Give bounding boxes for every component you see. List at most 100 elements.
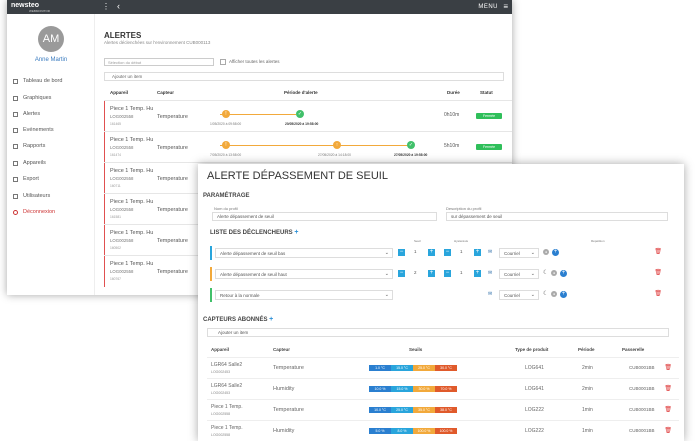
decrement-button[interactable]: − — [444, 270, 451, 277]
user-name[interactable]: Anne Martin — [34, 57, 68, 63]
col-duration[interactable]: Durée — [447, 90, 460, 95]
trigger-row[interactable]: Alerte dépassement de seuil bas ⌄ − 1 + −… — [210, 246, 666, 260]
contact-icon[interactable]: ● — [543, 249, 549, 255]
trash-icon[interactable]: 🗑 — [654, 291, 662, 297]
table-row[interactable]: Piece 1 Temp. LOG002558 Humidity 5.0 % 8… — [207, 420, 679, 441]
increment-button[interactable]: + — [474, 270, 481, 277]
increment-button[interactable]: + — [474, 249, 481, 256]
channel-value: Courriel — [504, 251, 520, 256]
contact-icon[interactable]: ● — [551, 291, 557, 297]
table-row[interactable]: Piece 1 Temp. Hu LOG002558 161474 Temper… — [104, 131, 512, 163]
table-row[interactable]: Piece 1 Temp. Hu LOG002558 160711 Temper… — [104, 162, 512, 194]
row-device: Piece 1 Temp. Hu — [110, 230, 154, 236]
page-subtitle: Alertes déclenchées sur l'environnement … — [104, 40, 211, 45]
threshold-value[interactable]: 2 — [414, 270, 417, 275]
trigger-select[interactable]: Alerte dépassement de seuil bas ⌄ — [215, 248, 393, 258]
moon-icon[interactable]: ☾ — [543, 291, 549, 297]
decrement-button[interactable]: − — [398, 249, 405, 256]
col-product[interactable]: Type de produit — [515, 347, 549, 352]
decrement-button[interactable]: − — [444, 249, 451, 256]
alert-raise-icon: ↑ — [333, 141, 341, 149]
threshold-value[interactable]: 1 — [414, 249, 417, 254]
table-row[interactable]: LGR64 Salle2 LOG002453 Humidity 10.0 % 1… — [207, 378, 679, 399]
decrement-button[interactable]: − — [398, 270, 405, 277]
hamburger-icon[interactable]: ≡ — [503, 2, 508, 11]
chevron-left-icon[interactable]: ‹ — [117, 1, 120, 11]
trigger-row[interactable]: Alerte dépassement de seuil haut ⌄ − 2 + … — [210, 267, 666, 281]
col-period[interactable]: Période — [578, 347, 595, 352]
add-sensor-icon[interactable]: + — [269, 316, 274, 323]
add-item-input[interactable]: Ajouter un item — [104, 72, 504, 81]
timestamp: 7/05/2020 à 13:58:00 — [210, 153, 242, 157]
add-item-input[interactable]: Ajouter un item — [207, 328, 669, 337]
threshold-chip: 10.0 % — [369, 386, 391, 392]
add-contact-icon[interactable]: + — [560, 269, 567, 277]
col-sensor[interactable]: Capteur — [157, 90, 175, 95]
sidebar-item-reports[interactable]: Rapports — [13, 143, 45, 149]
chevron-down-icon: ⌄ — [384, 250, 389, 256]
sidebar-item-export[interactable]: Export — [13, 176, 39, 182]
table-row[interactable]: Piece 1 Temp. Hu LOG002558 161465 Temper… — [104, 100, 512, 132]
trash-icon[interactable]: 🗑 — [654, 249, 662, 255]
sidebar-item-label: Tableau de bord — [23, 78, 63, 84]
col-sensor[interactable]: Capteur — [273, 347, 291, 352]
trash-icon[interactable]: 🗑 — [654, 270, 662, 276]
sidebar-item-alerts[interactable]: Alertes — [13, 111, 40, 117]
threshold-chips: 10.0 °C 25.0 °C 35.0 °C 38.0 °C — [369, 407, 457, 413]
avatar[interactable]: AM — [38, 26, 64, 52]
trash-icon[interactable]: 🗑 — [664, 365, 672, 371]
sidebar-item-logout[interactable]: Déconnexion — [13, 209, 55, 215]
trigger-select[interactable]: Alerte dépassement de seuil haut ⌄ — [215, 269, 393, 279]
sidebar-item-users[interactable]: Utilisateurs — [13, 193, 50, 199]
moon-icon[interactable]: ☾ — [543, 270, 549, 276]
sidebar-item-label: Rapports — [23, 143, 46, 149]
row-product: LOG641 — [525, 386, 544, 392]
sidebar-item-devices[interactable]: Appareils — [13, 160, 46, 166]
table-row[interactable]: LGR64 Salle2 LOG002453 Temperature 1.0 °… — [207, 357, 679, 378]
bell-icon — [13, 111, 18, 117]
add-contact-icon[interactable]: + — [552, 248, 559, 256]
col-status[interactable]: Statut — [480, 90, 493, 95]
trash-icon[interactable]: 🗑 — [664, 428, 672, 434]
col-gateway[interactable]: Passerelle — [622, 347, 645, 352]
row-product: LOG641 — [525, 365, 544, 371]
trigger-select[interactable]: Retour à la normale ⌄ — [215, 290, 393, 300]
report-icon — [13, 143, 18, 149]
row-device: Piece 1 Temp. Hu — [110, 199, 154, 205]
contact-icon[interactable]: ● — [551, 270, 557, 276]
trash-icon[interactable]: 🗑 — [664, 407, 672, 413]
threshold-chip: 1.0 °C — [369, 365, 391, 371]
channel-value: Courriel — [504, 293, 520, 298]
sidebar-item-charts[interactable]: Graphiques — [13, 95, 51, 101]
increment-button[interactable]: + — [428, 270, 435, 277]
table-row[interactable]: Piece 1 Temp. LOG002558 Temperature 10.0… — [207, 399, 679, 420]
channel-select[interactable]: Courriel ⌄ — [499, 269, 539, 279]
row-id: 161465 — [110, 122, 122, 126]
trash-icon[interactable]: 🗑 — [664, 386, 672, 392]
row-device: Piece 1 Temp. Hu — [110, 106, 154, 112]
col-device[interactable]: Appareil — [110, 90, 129, 95]
app-logo-subtitle: WEBMONITOR — [29, 9, 50, 13]
channel-select[interactable]: Courriel ⌄ — [499, 248, 539, 258]
show-all-checkbox[interactable] — [220, 59, 226, 65]
more-vertical-icon[interactable]: ⋮ — [102, 2, 110, 11]
hysteresis-value[interactable]: 1 — [460, 270, 463, 275]
trigger-row[interactable]: Retour à la normale ⌄ ✉ Courriel ⌄ ☾ ● + 🗑 — [210, 288, 666, 302]
increment-button[interactable]: + — [428, 249, 435, 256]
threshold-chips: 10.0 % 15.0 % 30.0 % 70.0 % — [369, 386, 457, 392]
hysteresis-value[interactable]: 1 — [460, 249, 463, 254]
sidebar-item-events[interactable]: Evénements — [13, 127, 54, 133]
row-sensor: Temperature — [273, 365, 304, 371]
add-trigger-icon[interactable]: + — [294, 229, 299, 236]
sidebar-item-dashboard[interactable]: Tableau de bord — [13, 78, 62, 84]
channel-select[interactable]: Courriel ⌄ — [499, 290, 539, 300]
profile-desc-input[interactable]: sur dépassement de seuil — [446, 212, 668, 221]
col-device[interactable]: Appareil — [211, 347, 230, 352]
col-period[interactable]: Période d'alerte — [284, 90, 318, 95]
profile-name-input[interactable]: Alerte dépassement de seuil — [212, 212, 437, 221]
menu-label[interactable]: MENU — [478, 4, 498, 10]
date-start-input[interactable]: Sélection du début — [104, 58, 214, 66]
row-sensor: Temperature — [157, 269, 188, 275]
row-code: LOG002558 — [110, 145, 134, 150]
add-contact-icon[interactable]: + — [560, 290, 567, 298]
